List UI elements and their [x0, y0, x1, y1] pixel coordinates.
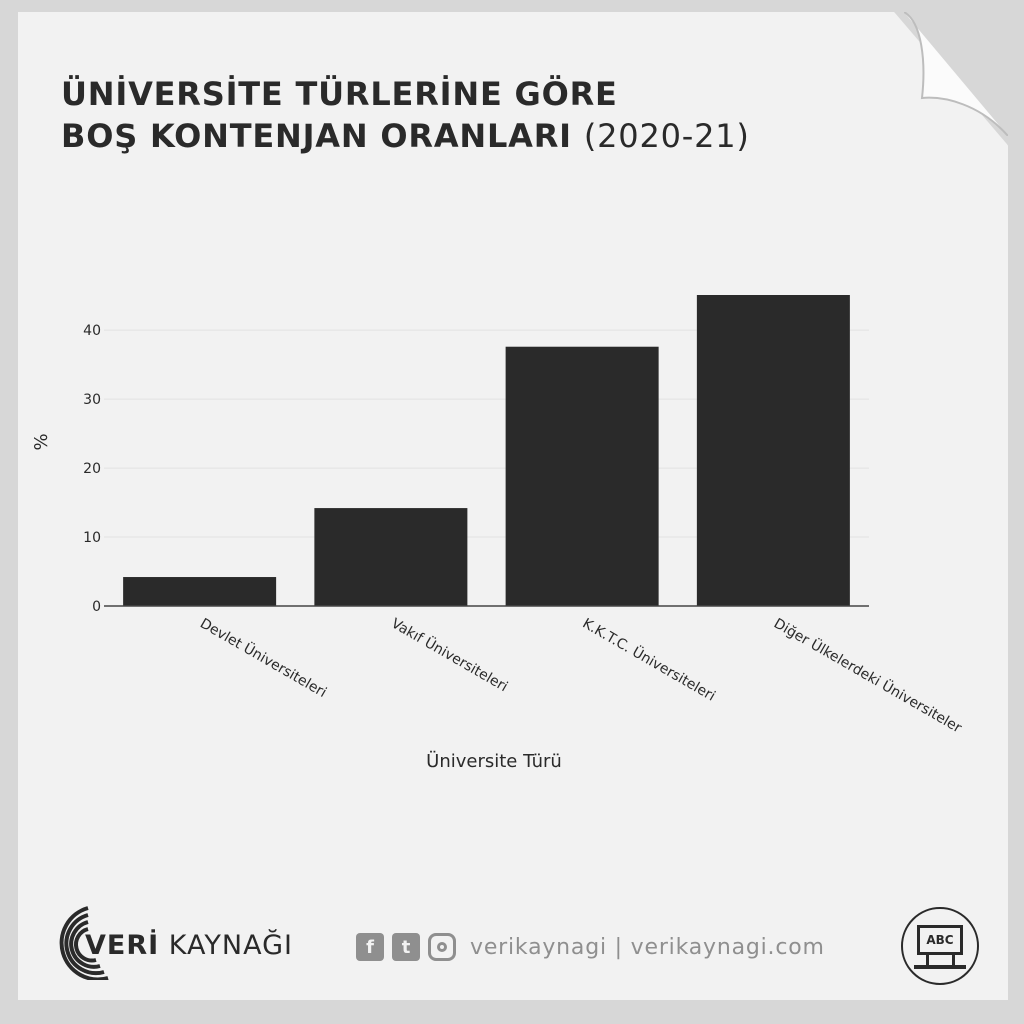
x-tick-label: Vakıf Üniversiteleri [388, 614, 511, 695]
y-tick-label: 20 [83, 461, 101, 477]
board-leg-right [952, 955, 955, 966]
twitter-icon[interactable]: t [392, 933, 420, 961]
title-line-1: ÜNİVERSİTE TÜRLERİNE GÖRE [61, 75, 618, 113]
blackboard-icon: ABC [917, 925, 963, 955]
x-tick-label: K.K.T.C. Üniversiteleri [580, 614, 719, 705]
board-leg-left [926, 955, 929, 966]
brand-suffix: KAYNAĞI [168, 930, 293, 961]
x-tick-label: Diğer Ülkelerdeki Üniversiteler [771, 614, 965, 737]
brand-prefix: VERİ [85, 930, 160, 961]
y-axis-title: % [31, 433, 52, 450]
badge-text: ABC [926, 933, 954, 947]
chart-title: ÜNİVERSİTE TÜRLERİNE GÖRE BOŞ KONTENJAN … [61, 73, 750, 157]
board-base [914, 965, 966, 969]
brand-name: VERİ KAYNAĞI [85, 930, 293, 961]
bar [696, 295, 850, 606]
bars [123, 295, 850, 606]
bar [123, 577, 277, 606]
facebook-icon[interactable]: f [356, 933, 384, 961]
bar [505, 346, 659, 606]
social-links: f t verikaynagi | verikaynagi.com [356, 930, 825, 964]
bar [314, 508, 468, 606]
brand-logo [59, 906, 109, 980]
title-line-2: BOŞ KONTENJAN ORANLARI [61, 117, 572, 155]
y-tick-label: 10 [83, 530, 101, 546]
instagram-icon[interactable] [428, 933, 456, 961]
y-tick-label: 40 [83, 323, 101, 339]
x-tick-label: Devlet Üniversiteleri [197, 614, 330, 701]
y-tick-label: 0 [92, 599, 101, 615]
y-tick-label: 30 [83, 392, 101, 408]
classroom-badge: ABC [901, 907, 979, 985]
y-ticks: 0 10 20 30 40 [83, 323, 101, 615]
x-ticks: Devlet Üniversiteleri Vakıf Üniversiteler… [197, 614, 965, 737]
social-handle[interactable]: verikaynagi | verikaynagi.com [470, 934, 825, 960]
x-axis-title: Üniversite Türü [426, 750, 562, 772]
title-year: (2020-21) [583, 117, 750, 155]
